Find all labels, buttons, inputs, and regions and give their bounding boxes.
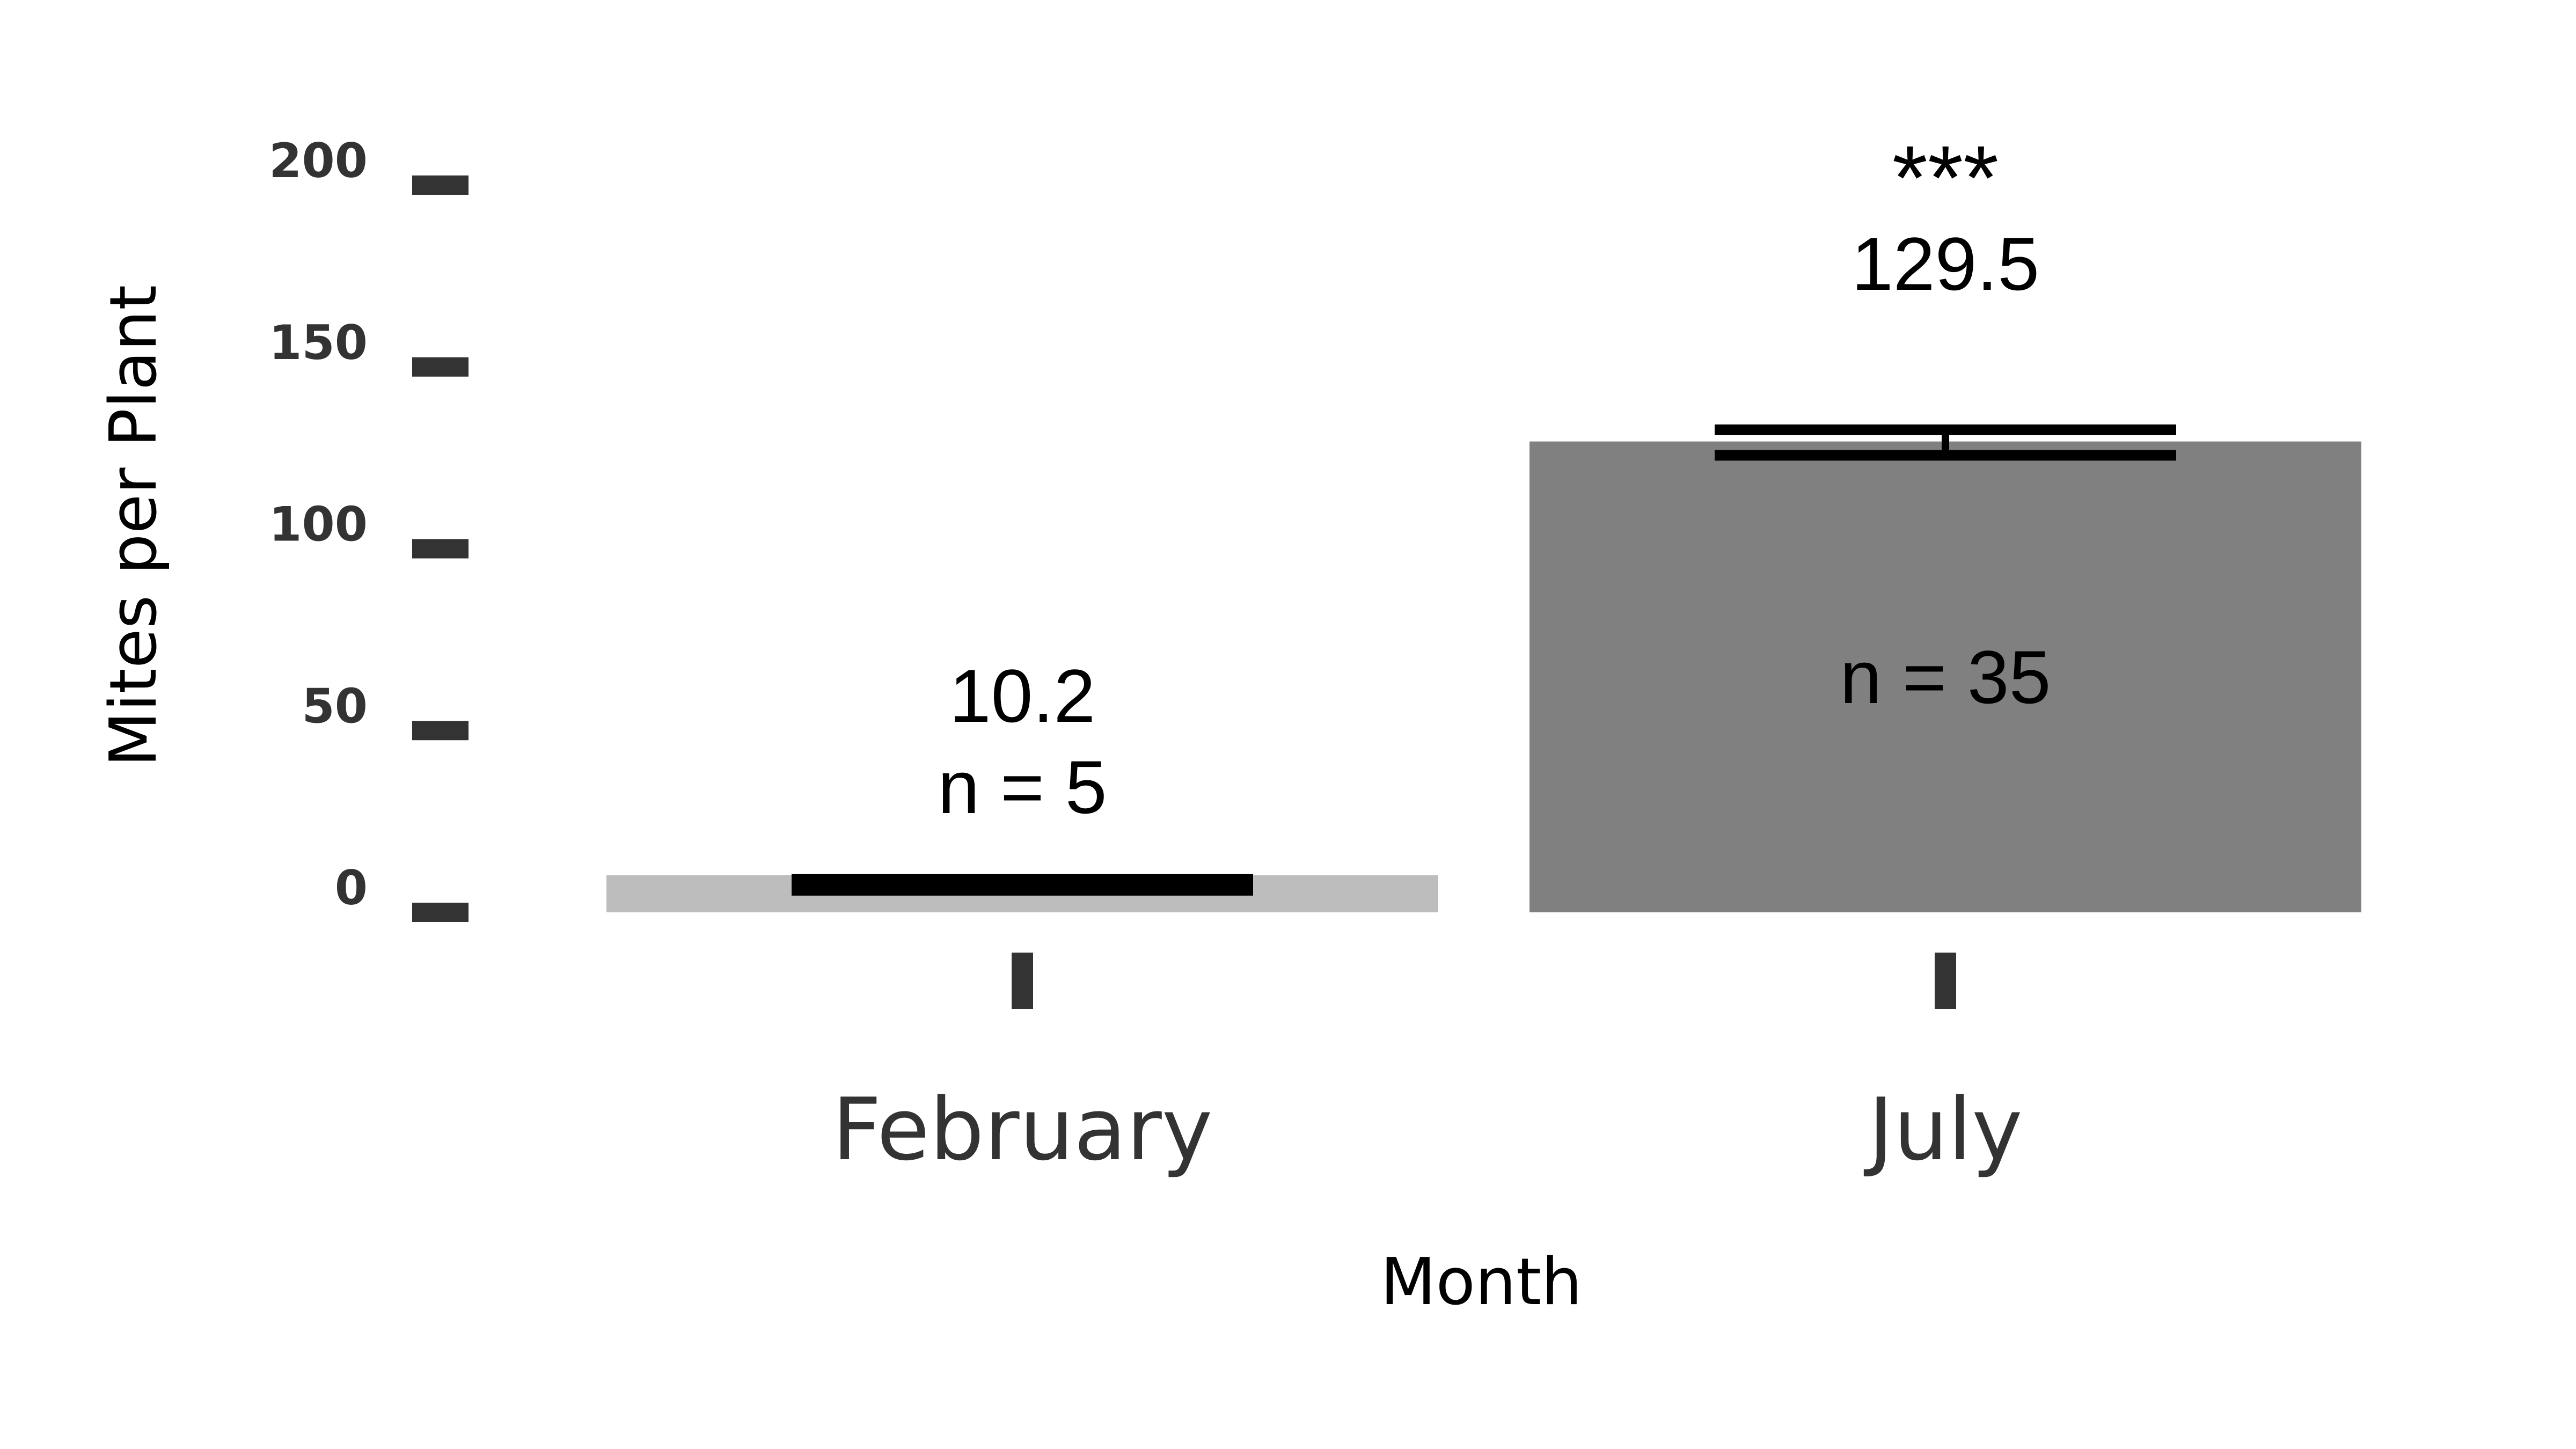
mean-label-july: 129.5 (1851, 222, 2039, 306)
x-tick-label-july: July (1863, 1079, 2023, 1180)
error-bar-february (792, 874, 1253, 896)
error-cap-bottom-july (1715, 450, 2176, 461)
annotations: 10.2n = 5 ***129.5 n = 35 (938, 127, 2051, 829)
y-tick-1 (412, 721, 469, 741)
y-tick-0 (412, 903, 469, 922)
y-axis-title: Mites per Plant (97, 285, 171, 767)
y-axis: 0 50 100 150 200 (269, 133, 469, 922)
x-axis-title: Month (1380, 1245, 1582, 1320)
y-tick-label-2: 100 (269, 497, 368, 552)
x-tick-february (1012, 953, 1033, 1009)
significance-label-july: *** (1892, 127, 1999, 229)
x-axis: February July (832, 953, 2023, 1180)
y-tick-label-1: 50 (302, 678, 368, 734)
y-tick-label-3: 150 (269, 315, 368, 370)
y-tick-label-4: 200 (269, 133, 368, 188)
y-tick-4 (412, 175, 469, 195)
error-stem-july (1942, 428, 1949, 455)
n-label-february: n = 5 (938, 745, 1107, 829)
bars (606, 441, 2361, 912)
error-bars (792, 424, 2176, 896)
mean-label-february: 10.2 (949, 654, 1095, 738)
y-tick-label-0: 0 (335, 860, 368, 916)
bar-july (1529, 441, 2361, 912)
y-tick-2 (412, 539, 469, 559)
x-tick-july (1935, 953, 1956, 1009)
y-tick-3 (412, 357, 469, 377)
n-label-july: n = 35 (1840, 635, 2051, 719)
x-tick-label-february: February (832, 1079, 1213, 1180)
